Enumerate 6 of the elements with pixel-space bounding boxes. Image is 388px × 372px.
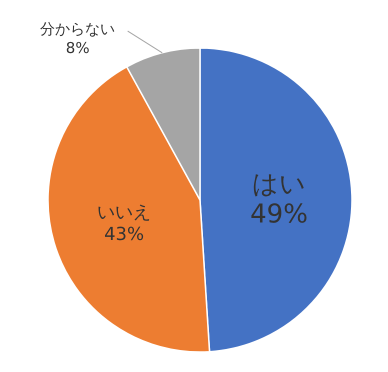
slice-label: はい <box>252 170 306 200</box>
data-label: 43% <box>104 224 144 246</box>
data-label: 49% <box>250 200 308 230</box>
data-label: 8% <box>66 39 90 58</box>
slice-label: いいえ <box>97 202 152 224</box>
slice-label: 分からない <box>40 20 116 38</box>
